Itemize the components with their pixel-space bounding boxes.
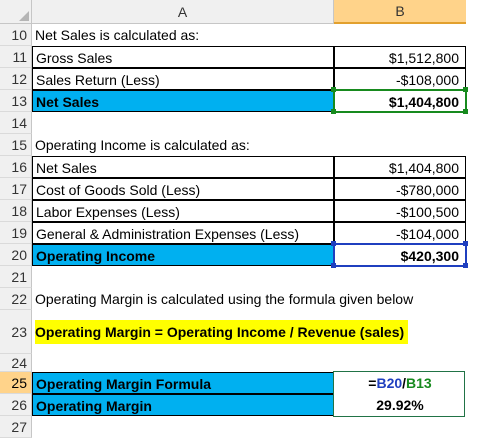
cell-b21[interactable]	[334, 266, 466, 288]
reference-handle-icon	[331, 87, 336, 92]
cell-a20[interactable]: Operating Income	[32, 244, 334, 266]
cell-a14[interactable]	[32, 112, 334, 134]
row-23: 23 Operating Margin = Operating Income /…	[0, 310, 478, 354]
row-header[interactable]: 26	[0, 394, 32, 416]
highlighted-formula-text: Operating Margin = Operating Income / Re…	[35, 320, 409, 344]
cell-b15[interactable]	[334, 134, 466, 156]
cell-a24[interactable]	[32, 354, 334, 372]
cell-b10[interactable]	[334, 24, 466, 46]
cell-a16[interactable]: Net Sales	[32, 156, 334, 178]
cell-a10[interactable]: Net Sales is calculated as:	[35, 27, 200, 43]
row-25: 25 Operating Margin Formula =B20/B13	[0, 372, 478, 394]
cell-b27[interactable]	[334, 416, 466, 438]
row-header[interactable]: 11	[0, 46, 32, 68]
row-15: 15 Operating Income is calculated as:	[0, 134, 478, 156]
cell-b12[interactable]: -$108,000	[334, 68, 466, 90]
row-header[interactable]: 14	[0, 112, 32, 134]
row-header[interactable]: 23	[0, 310, 32, 354]
formula-slash: /	[402, 375, 407, 391]
cell-a23[interactable]: Operating Margin = Operating Income / Re…	[32, 310, 472, 354]
column-header-a[interactable]: A	[32, 0, 334, 24]
row-26: 26 Operating Margin 29.92%	[0, 394, 478, 416]
row-header[interactable]: 17	[0, 178, 32, 200]
row-header[interactable]: 20	[0, 244, 32, 266]
reference-handle-icon	[463, 109, 468, 114]
row-header[interactable]: 12	[0, 68, 32, 90]
row-14: 14	[0, 112, 478, 134]
row-header[interactable]: 10	[0, 24, 32, 46]
cell-a11[interactable]: Gross Sales	[32, 46, 334, 68]
row-header[interactable]: 27	[0, 416, 32, 438]
cell-a13[interactable]: Net Sales	[32, 90, 334, 112]
reference-handle-icon	[463, 87, 468, 92]
cell-a25[interactable]: Operating Margin Formula	[32, 372, 334, 394]
row-header[interactable]: 13	[0, 90, 32, 112]
select-all-corner[interactable]	[0, 0, 32, 24]
select-all-triangle-icon	[19, 11, 29, 21]
cell-b25-formula[interactable]: =B20/B13	[334, 372, 466, 394]
cell-a12[interactable]: Sales Return (Less)	[32, 68, 334, 90]
reference-handle-icon	[331, 263, 336, 268]
cell-a27[interactable]	[32, 416, 334, 438]
cell-b19[interactable]: -$104,000	[334, 222, 466, 244]
row-24: 24	[0, 354, 478, 372]
cell-b14[interactable]	[334, 112, 466, 134]
row-12: 12 Sales Return (Less) -$108,000	[0, 68, 478, 90]
row-19: 19 General & Administration Expenses (Le…	[0, 222, 478, 244]
row-27: 27	[0, 416, 478, 438]
row-header[interactable]: 21	[0, 266, 32, 288]
cell-b24[interactable]	[334, 354, 466, 372]
cell-a22[interactable]: Operating Margin is calculated using the…	[35, 291, 414, 307]
reference-handle-icon	[331, 109, 336, 114]
cell-b17[interactable]: -$780,000	[334, 178, 466, 200]
cell-b18[interactable]: -$100,500	[334, 200, 466, 222]
row-22: 22 Operating Margin is calculated using …	[0, 288, 478, 310]
cell-b13[interactable]: $1,404,800	[334, 90, 466, 112]
cell-a18[interactable]: Labor Expenses (Less)	[32, 200, 334, 222]
row-header[interactable]: 18	[0, 200, 32, 222]
row-18: 18 Labor Expenses (Less) -$100,500	[0, 200, 478, 222]
row-header[interactable]: 22	[0, 288, 32, 310]
formula-ref-b13: B13	[406, 375, 432, 391]
reference-handle-icon	[463, 241, 468, 246]
row-20: 20 Operating Income $420,300	[0, 244, 478, 266]
row-11: 11 Gross Sales $1,512,800	[0, 46, 478, 68]
cell-b11[interactable]: $1,512,800	[334, 46, 466, 68]
cell-b26[interactable]: 29.92%	[376, 397, 424, 413]
row-header[interactable]: 19	[0, 222, 32, 244]
row-header[interactable]: 15	[0, 134, 32, 156]
row-17: 17 Cost of Goods Sold (Less) -$780,000	[0, 178, 478, 200]
row-13: 13 Net Sales $1,404,800	[0, 90, 478, 112]
cell-b16[interactable]: $1,404,800	[334, 156, 466, 178]
reference-handle-icon	[331, 241, 336, 246]
row-header[interactable]: 16	[0, 156, 32, 178]
row-21: 21	[0, 266, 478, 288]
cell-a26[interactable]: Operating Margin	[32, 394, 334, 416]
row-header[interactable]: 24	[0, 354, 32, 372]
row-10: 10 Net Sales is calculated as:	[0, 24, 478, 46]
reference-handle-icon	[463, 263, 468, 268]
row-16: 16 Net Sales $1,404,800	[0, 156, 478, 178]
row-header[interactable]: 25	[0, 372, 32, 394]
formula-equals: =	[368, 375, 377, 391]
cell-a15[interactable]: Operating Income is calculated as:	[35, 137, 250, 153]
cell-a17[interactable]: Cost of Goods Sold (Less)	[32, 178, 334, 200]
column-header-b[interactable]: B	[334, 0, 466, 24]
cell-a21[interactable]	[32, 266, 334, 288]
cell-a19[interactable]: General & Administration Expenses (Less)	[32, 222, 334, 244]
formula-ref-b20: B20	[376, 375, 403, 391]
cell-b20[interactable]: $420,300	[334, 244, 466, 266]
